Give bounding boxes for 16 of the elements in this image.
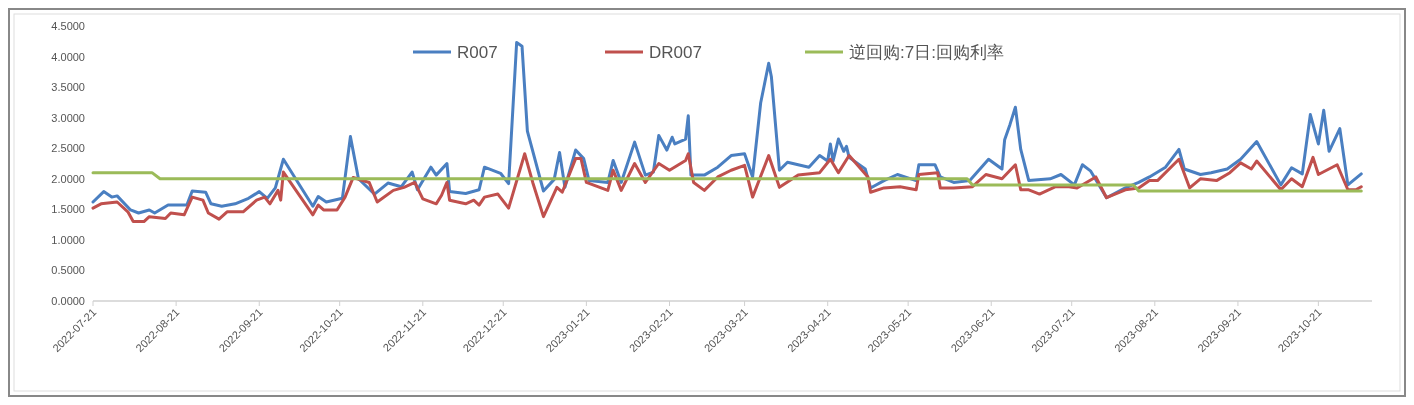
legend-label: 逆回购:7日:回购利率 — [849, 43, 1004, 62]
y-tick-label: 2.0000 — [51, 172, 85, 185]
y-tick-label: 3.0000 — [51, 111, 85, 124]
y-tick-label: 0.0000 — [51, 295, 85, 307]
y-tick-label: 1.0000 — [51, 233, 85, 246]
line-series — [91, 171, 1363, 193]
legend-label: R007 — [457, 43, 498, 62]
line-series — [91, 152, 1363, 224]
y-tick-label: 4.0000 — [51, 50, 85, 63]
y-tick-label: 4.5000 — [51, 20, 85, 32]
legend-label: DR007 — [649, 43, 702, 62]
y-tick-label: 1.5000 — [51, 203, 85, 216]
line-series — [91, 41, 1363, 215]
y-tick-label: 0.5000 — [51, 264, 85, 277]
y-tick-label: 3.5000 — [51, 81, 85, 94]
y-tick-label: 2.5000 — [51, 142, 85, 155]
